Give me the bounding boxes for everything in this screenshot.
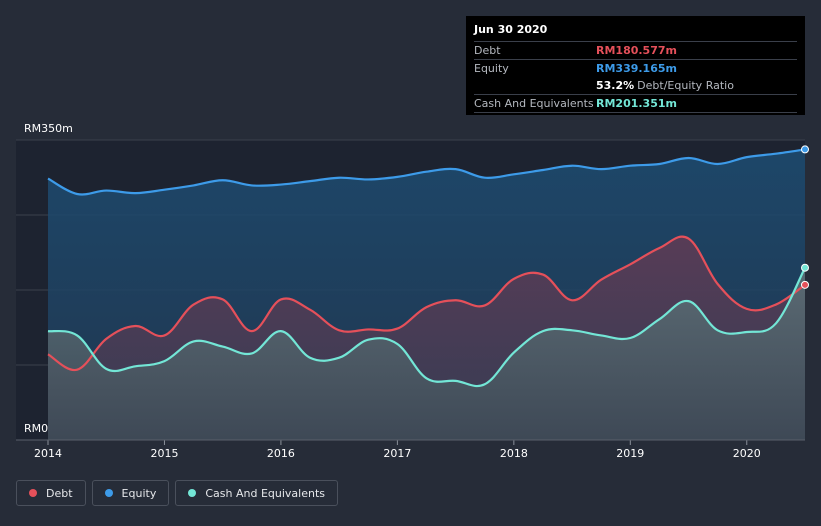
x-tick-label: 2016: [267, 447, 295, 460]
legend-cash[interactable]: Cash And Equivalents: [175, 480, 338, 506]
x-tick-label: 2018: [500, 447, 528, 460]
end-markers: [801, 145, 809, 289]
x-tick-label: 2020: [733, 447, 761, 460]
tooltip-cash-label: Cash And Equivalents: [474, 97, 594, 110]
tooltip-debt-value: RM180.577m: [596, 44, 677, 57]
legend-equity[interactable]: Equity: [91, 480, 170, 506]
tooltip-cash-value: RM201.351m: [596, 97, 677, 110]
debt-line: [47, 235, 806, 372]
tooltip-debt-label: Debt: [474, 44, 501, 57]
chart-legend: Debt Equity Cash And Equivalents: [16, 480, 338, 506]
equity-line: [47, 148, 806, 196]
tooltip-equity-label: Equity: [474, 62, 509, 75]
x-axis-ticks: 2014 2015 2016 2017 2018 2019 2020: [16, 439, 805, 460]
debt-dot-icon: [29, 489, 37, 497]
y-bottom-label: RM0: [24, 422, 48, 435]
debt-end-point: [801, 280, 809, 289]
cash-area: [48, 267, 805, 440]
legend-equity-label: Equity: [121, 486, 157, 500]
tooltip-date: Jun 30 2020: [474, 23, 548, 36]
equity-dot-icon: [104, 489, 113, 497]
equity-end-point: [801, 145, 809, 154]
tooltip-debt-row: Debt RM180.577m: [474, 41, 797, 59]
cash-end-point: [801, 263, 809, 272]
cash-dot-icon: [188, 489, 197, 497]
tooltip-ratio-label: Debt/Equity Ratio: [637, 79, 734, 92]
tooltip-equity-value: RM339.165m: [596, 62, 677, 75]
series-areas: [48, 149, 805, 440]
tooltip-equity-row: Equity RM339.165m: [474, 59, 797, 77]
tooltip-panel: Jun 30 2020 Debt RM180.577m Equity RM339…: [466, 16, 805, 115]
x-tick-label: 2015: [150, 447, 178, 460]
legend-debt-label: Debt: [46, 486, 73, 500]
tooltip-ratio-row: 53.2% Debt/Equity Ratio: [474, 77, 797, 94]
legend-cash-label: Cash And Equivalents: [205, 486, 325, 500]
tooltip-ratio-value: 53.2%: [596, 79, 635, 92]
x-tick-label: 2017: [383, 447, 411, 460]
y-top-label: RM350m: [24, 122, 73, 135]
cash-line: [47, 267, 806, 388]
x-tick-label: 2014: [34, 447, 62, 460]
tooltip-cash-row: Cash And Equivalents RM201.351m: [474, 94, 797, 113]
series-lines: [47, 148, 806, 388]
x-tick-label: 2019: [616, 447, 644, 460]
legend-debt[interactable]: Debt: [16, 480, 86, 506]
